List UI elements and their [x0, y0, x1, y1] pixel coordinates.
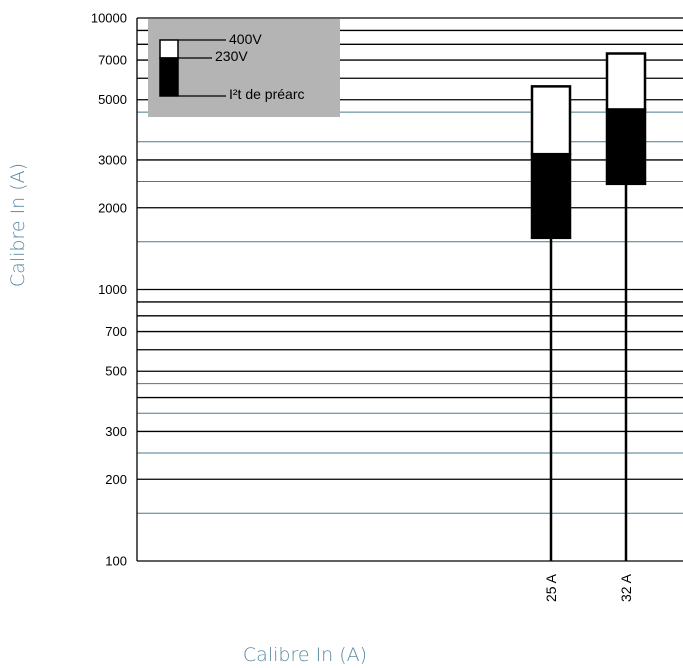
bar-segment — [530, 85, 572, 156]
y-tick-label: 700 — [105, 324, 127, 339]
y-tick-label: 5000 — [98, 92, 127, 107]
bar-segment — [605, 52, 647, 111]
x-axis-label: Calibre In (A) — [242, 644, 368, 666]
bar-segment — [530, 152, 572, 240]
bars — [530, 52, 647, 561]
y-tick-label: 500 — [105, 364, 127, 379]
y-tick-label: 2000 — [98, 200, 127, 215]
legend-swatch-400v — [159, 39, 179, 59]
legend-box — [148, 19, 340, 117]
category-label: 32 A — [618, 573, 634, 602]
y-tick-label: 3000 — [98, 152, 127, 167]
y-tick-label: 10000 — [91, 11, 127, 26]
legend-label: 230V — [215, 48, 248, 64]
category-label: 25 A — [543, 573, 559, 602]
legend-swatch-preArc — [159, 57, 179, 97]
legend-label: I²t de préarc — [229, 86, 304, 102]
bar-segment — [605, 108, 647, 186]
category-labels: 25 A 32 A — [543, 573, 634, 602]
y-tick-label: 100 — [105, 554, 127, 569]
y-tick-label: 1000 — [98, 282, 127, 297]
y-tick-labels: 100 200 300 500 700 1000 2000 3000 5000 7000 10000 — [91, 11, 127, 569]
legend-label: 400V — [229, 31, 262, 47]
y-tick-label: 300 — [105, 424, 127, 439]
y-axis-label: Calibre In (A) — [7, 162, 29, 288]
y-tick-label: 7000 — [98, 53, 127, 68]
y-tick-label: 200 — [105, 472, 127, 487]
grid-lines — [136, 17, 683, 562]
